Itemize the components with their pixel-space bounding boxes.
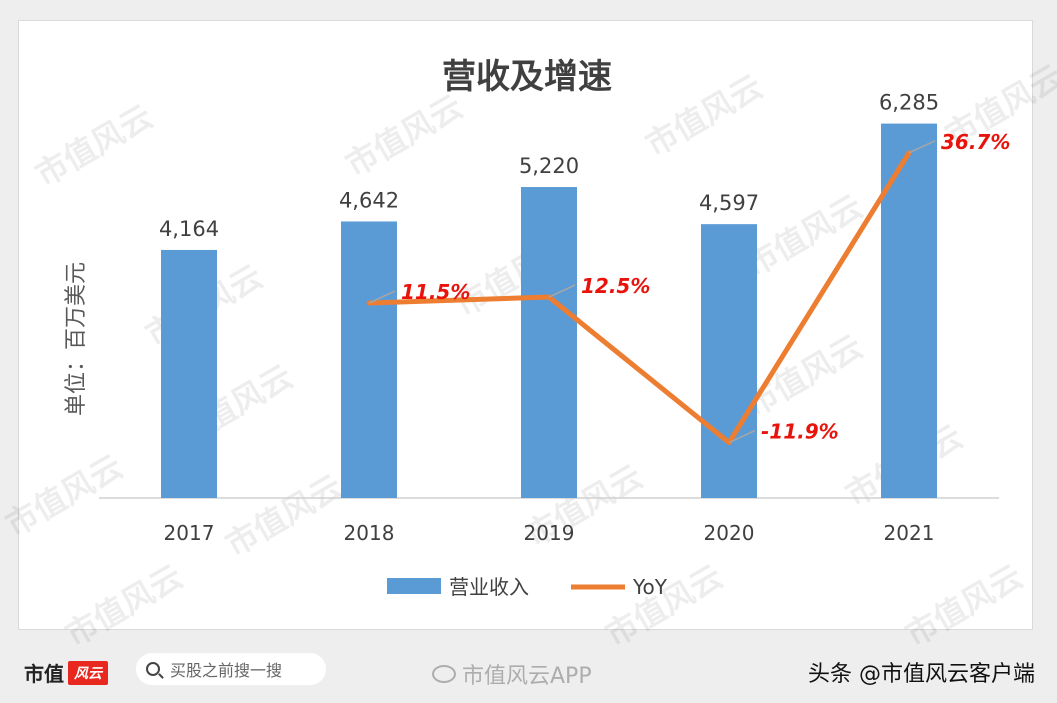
yoy-label-leader xyxy=(548,284,576,298)
revenue-growth-chart: 营收及增速 单位：百万美元 4,164 2017 4,642 2018 5,220 201… xyxy=(64,57,1010,599)
legend-label-revenue: 营业收入 xyxy=(449,575,529,599)
brand-logo[interactable]: 市值 风云 xyxy=(24,658,108,687)
search-placeholder: 买股之前搜一搜 xyxy=(170,661,283,680)
revenue-data-label: 4,164 xyxy=(159,217,219,241)
revenue-bar xyxy=(341,221,397,498)
x-tick-label: 2018 xyxy=(344,521,395,545)
revenue-bar xyxy=(161,249,217,498)
chart-card: 市值风云 市值风云 市值风云 市值风云 市值风云 市值风云 市值风云 市值风云 … xyxy=(0,20,1057,654)
yoy-label-leader xyxy=(728,429,756,444)
weibo-icon xyxy=(432,665,456,683)
legend-swatch-revenue xyxy=(387,578,441,594)
labels-layer: 4,164 2017 4,642 2018 5,220 2019 4,597 2020 6,28… xyxy=(159,91,1010,545)
brand-mark: 风云 xyxy=(68,660,108,685)
revenue-bar xyxy=(521,187,577,498)
revenue-data-label: 4,597 xyxy=(699,191,759,215)
search-box[interactable]: 买股之前搜一搜 xyxy=(136,653,326,685)
chart-title: 营收及增速 xyxy=(442,57,612,97)
yoy-line-layer xyxy=(366,150,912,446)
source-attribution: 头条 @市值风云客户端 xyxy=(808,662,1035,687)
chart-legend: 营业收入 YoY xyxy=(387,575,668,599)
brand-name: 市值 xyxy=(24,662,64,686)
app-watermark-text: 市值风云APP xyxy=(462,664,592,689)
legend-label-yoy: YoY xyxy=(632,575,668,599)
yoy-data-label: 11.5% xyxy=(401,280,470,304)
yoy-data-label: 12.5% xyxy=(581,274,650,298)
x-tick-label: 2021 xyxy=(884,521,935,545)
yoy-label-leader xyxy=(908,140,936,154)
yoy-label-leader xyxy=(368,290,396,304)
x-tick-label: 2017 xyxy=(164,521,215,545)
revenue-data-label: 5,220 xyxy=(519,154,579,178)
app-watermark: 市值风云APP xyxy=(432,658,592,690)
x-tick-label: 2020 xyxy=(704,521,755,545)
yoy-line xyxy=(366,150,912,446)
footer-bar: 市值 风云 买股之前搜一搜 市值风云APP 头条 @市值风云客户端 xyxy=(0,640,1057,703)
bars-layer xyxy=(161,123,937,499)
yoy-data-label: 36.7% xyxy=(941,130,1010,154)
revenue-bar xyxy=(701,224,757,498)
revenue-data-label: 6,285 xyxy=(879,91,939,115)
search-icon xyxy=(146,662,160,676)
revenue-data-label: 4,642 xyxy=(339,188,399,212)
y-axis-label: 单位：百万美元 xyxy=(64,262,89,416)
yoy-data-label: -11.9% xyxy=(761,420,839,444)
x-tick-label: 2019 xyxy=(524,521,575,545)
